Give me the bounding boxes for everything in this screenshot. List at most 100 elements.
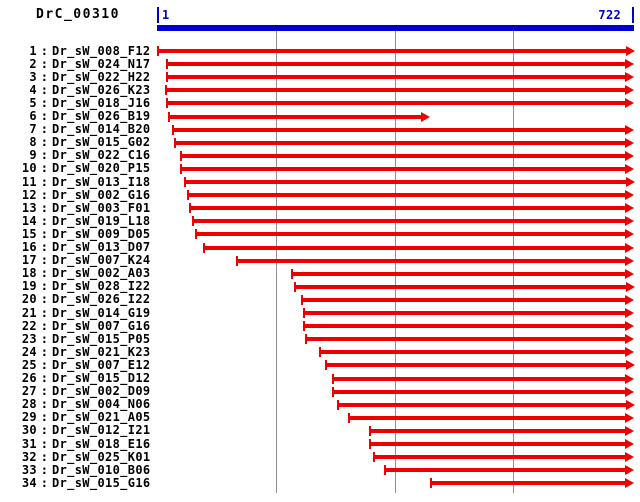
read-arrow-shaft [333,389,628,394]
read-alignment-arrow[interactable] [183,176,635,189]
read-alignment-arrow[interactable] [372,451,635,464]
read-label: 8: Dr_sW_015_G02 [0,136,153,149]
read-index: 8 [29,135,37,150]
read-arrowhead-icon [625,242,635,253]
read-arrow-shaft [175,140,628,145]
read-label: 15: Dr_sW_009_D05 [0,226,153,241]
read-alignment-arrow[interactable] [192,215,635,228]
read-arrow-shaft [349,415,628,420]
read-alignment-arrow[interactable] [203,241,635,254]
read-row: 16: Dr_sW_013_D07 [0,241,640,254]
read-arrow-shaft [338,402,628,407]
read-name: Dr_sW_014_G19 [52,305,151,320]
read-alignment-arrow[interactable] [236,254,635,267]
read-alignment-arrow[interactable] [318,346,635,359]
read-label-separator: : [40,135,49,150]
read-alignment-arrow[interactable] [332,385,635,398]
read-alignment-arrow[interactable] [195,228,635,241]
read-alignment-arrow[interactable] [324,359,635,372]
read-alignment-arrow[interactable] [168,110,431,123]
read-label: 7: Dr_sW_014_B20 [0,123,153,136]
read-alignment-arrow[interactable] [174,136,635,149]
read-arrow-shaft [304,324,628,329]
read-alignment-arrow[interactable] [293,280,635,293]
read-label-separator: : [40,187,49,202]
read-name: Dr_sW_018_J16 [52,95,151,110]
read-arrowhead-icon [625,124,635,135]
read-label: 16: Dr_sW_013_D07 [0,241,153,254]
read-label-separator: : [40,69,49,84]
read-alignment-arrow[interactable] [165,84,635,97]
read-row: 5: Dr_sW_018_J16 [0,95,640,110]
read-alignment-arrow[interactable] [429,477,635,490]
read-arrow-shaft [369,428,628,433]
read-arrow-shaft [180,166,628,171]
read-arrowhead-icon [625,465,635,476]
read-alignment-arrow[interactable] [172,123,635,136]
read-arrowhead-icon [625,190,635,201]
read-alignment-arrow[interactable] [186,189,635,202]
read-alignment-arrow[interactable] [165,71,635,84]
read-arrowhead-icon [625,137,635,148]
read-label: 31: Dr_sW_018_E16 [0,437,153,451]
read-label-separator: : [40,174,49,189]
read-alignment-arrow[interactable] [303,320,635,333]
read-alignment-arrow[interactable] [305,333,635,346]
read-arrow-shaft [301,297,628,302]
read-name: Dr_sW_013_I18 [52,174,151,189]
read-label-separator: : [40,200,49,215]
read-arrowhead-icon [625,281,635,292]
read-alignment-arrow[interactable] [368,438,635,451]
read-row: 24: Dr_sW_021_K23 [0,344,640,359]
read-arrowhead-icon [625,72,635,83]
read-label-separator: : [40,357,49,372]
read-name: Dr_sW_007_G16 [52,318,151,333]
read-alignment-arrow[interactable] [166,97,635,110]
read-name: Dr_sW_020_P15 [52,161,151,176]
ruler-bar [157,25,634,31]
read-name: Dr_sW_004_N06 [52,397,151,412]
read-index: 16 [21,240,37,254]
read-alignment-arrow[interactable] [290,267,635,280]
read-alignment-arrow[interactable] [384,464,635,477]
read-alignment-arrow[interactable] [300,293,635,306]
read-name: Dr_sW_015_G16 [52,475,151,490]
read-label-separator: : [40,371,49,385]
read-alignment-arrow[interactable] [303,307,635,320]
read-row: 25: Dr_sW_007_E12 [0,357,640,372]
read-label-separator: : [40,161,49,176]
read-row: 13: Dr_sW_003_F01 [0,200,640,215]
read-index: 34 [21,475,37,490]
read-alignment-arrow[interactable] [331,372,635,385]
read-row: 21: Dr_sW_014_G19 [0,305,640,320]
read-arrowhead-icon [625,46,635,56]
read-alignment-arrow[interactable] [368,424,635,437]
read-alignment-arrow[interactable] [179,162,635,175]
read-name: Dr_sW_010_B06 [52,462,151,477]
read-name: Dr_sW_021_K23 [52,344,151,359]
contig-title: DrC_00310 [36,7,120,22]
read-label-separator: : [40,240,49,254]
read-alignment-arrow[interactable] [179,149,635,162]
read-label-separator: : [40,318,49,333]
read-row: 17: Dr_sW_007_K24 [0,254,640,267]
read-arrow-shaft [196,232,628,237]
read-row: 19: Dr_sW_028_I22 [0,280,640,293]
read-row: 30: Dr_sW_012_I21 [0,424,640,437]
read-alignment-arrow[interactable] [165,58,635,71]
read-alignment-arrow[interactable] [189,202,635,215]
read-alignment-arrow[interactable] [337,398,635,411]
read-arrow-shaft [306,337,628,342]
read-arrowhead-icon [625,334,635,345]
ruler-end-tick [632,7,634,23]
read-index: 6 [29,109,37,123]
read-alignment-arrow[interactable] [348,411,635,424]
read-alignment-arrow[interactable] [156,45,635,58]
read-row: 34: Dr_sW_015_G16 [0,475,640,490]
read-arrowhead-icon [625,216,635,227]
read-label-separator: : [40,423,49,438]
read-arrowhead-icon [625,98,635,109]
read-index: 15 [21,226,37,241]
read-arrow-shaft [204,245,628,250]
read-arrowhead-icon [625,386,635,397]
